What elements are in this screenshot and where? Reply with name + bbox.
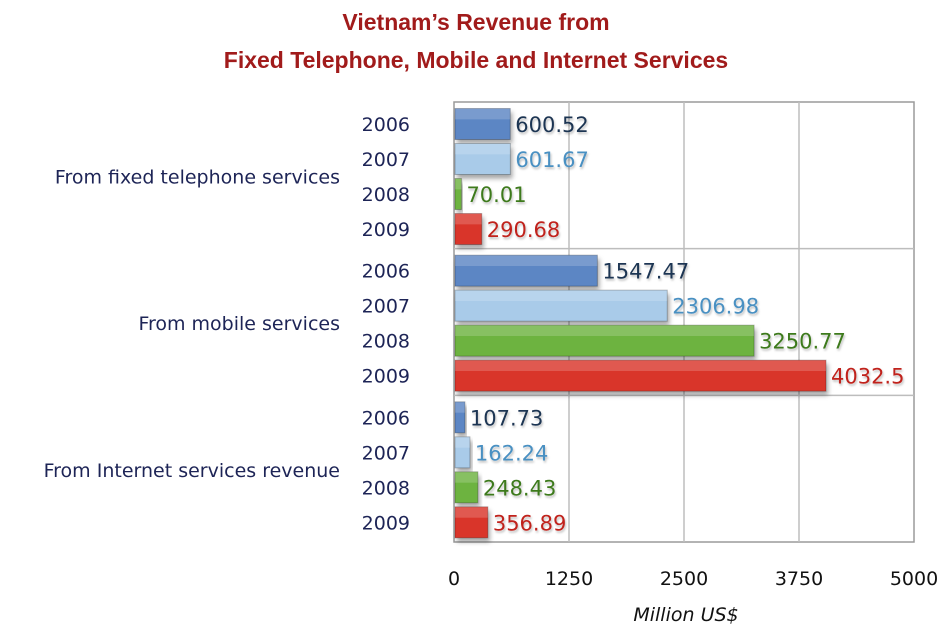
- data-label: 107.73: [470, 406, 543, 430]
- data-label: 248.43: [483, 476, 556, 500]
- data-label: 3250.77: [759, 330, 846, 354]
- bar: [454, 254, 598, 287]
- year-label: 2006: [362, 114, 410, 136]
- data-label: 601.67: [515, 148, 588, 172]
- bar-highlight: [455, 325, 755, 337]
- year-label: 2009: [362, 512, 410, 534]
- x-axis-title: Million US$: [633, 604, 738, 626]
- chart-title-line-2: Fixed Telephone, Mobile and Internet Ser…: [224, 47, 728, 73]
- x-tick-label: 2500: [660, 568, 708, 590]
- bar-highlight: [455, 290, 668, 302]
- bar-highlight: [455, 401, 465, 413]
- data-label: 600.52: [515, 113, 588, 137]
- bars: [454, 108, 827, 539]
- data-label: 290.68: [487, 218, 560, 242]
- data-label: 1547.47: [602, 260, 689, 284]
- data-label: 356.89: [493, 511, 566, 535]
- bar-highlight: [455, 108, 511, 120]
- y-axis-labels: From fixed telephone services 2006 2007 200…: [44, 114, 410, 534]
- bar-highlight: [455, 143, 511, 155]
- bar: [454, 471, 479, 504]
- data-labels: 600.52 601.67 70.01 290.68 1547.47 2306.98325…: [466, 113, 904, 535]
- bar: [454, 506, 489, 539]
- data-label: 4032.5: [831, 365, 904, 389]
- x-tick-label: 5000: [890, 568, 938, 590]
- bar-highlight: [455, 436, 470, 448]
- bar: [454, 108, 511, 140]
- x-tick-label: 3750: [775, 568, 823, 590]
- year-label: 2006: [362, 261, 410, 283]
- bar: [454, 178, 462, 210]
- chart-title-line-1: Vietnam’s Revenue from: [342, 9, 609, 35]
- x-tick-label: 1250: [545, 568, 593, 590]
- year-label: 2009: [362, 219, 410, 241]
- x-tick-label: 0: [448, 568, 460, 590]
- year-label: 2008: [362, 184, 410, 206]
- grid-lines: [454, 102, 914, 542]
- bar: [454, 143, 511, 175]
- year-label: 2007: [362, 296, 410, 318]
- group-label: From mobile services: [138, 313, 340, 335]
- bar-highlight: [455, 360, 826, 372]
- bar: [454, 213, 483, 245]
- year-label: 2006: [362, 407, 410, 429]
- bar: [454, 359, 827, 392]
- year-label: 2008: [362, 331, 410, 353]
- group-label: From fixed telephone services: [55, 167, 340, 189]
- year-label: 2007: [362, 149, 410, 171]
- year-label: 2008: [362, 477, 410, 499]
- year-label: 2009: [362, 366, 410, 388]
- bar-highlight: [455, 255, 598, 267]
- bar-highlight: [455, 471, 478, 483]
- bar-highlight: [455, 178, 462, 190]
- bar: [454, 436, 471, 469]
- bar: [454, 289, 668, 322]
- bar-highlight: [455, 506, 488, 518]
- group-label: From Internet services revenue: [44, 460, 340, 482]
- data-label: 2306.98: [672, 295, 759, 319]
- data-label: 70.01: [466, 183, 526, 207]
- data-label: 162.24: [475, 441, 548, 465]
- year-label: 2007: [362, 442, 410, 464]
- bar-highlight: [455, 213, 482, 225]
- bar: [454, 401, 466, 434]
- x-axis-ticks: 0 1250 2500 3750 5000: [448, 568, 938, 590]
- bar: [454, 324, 755, 357]
